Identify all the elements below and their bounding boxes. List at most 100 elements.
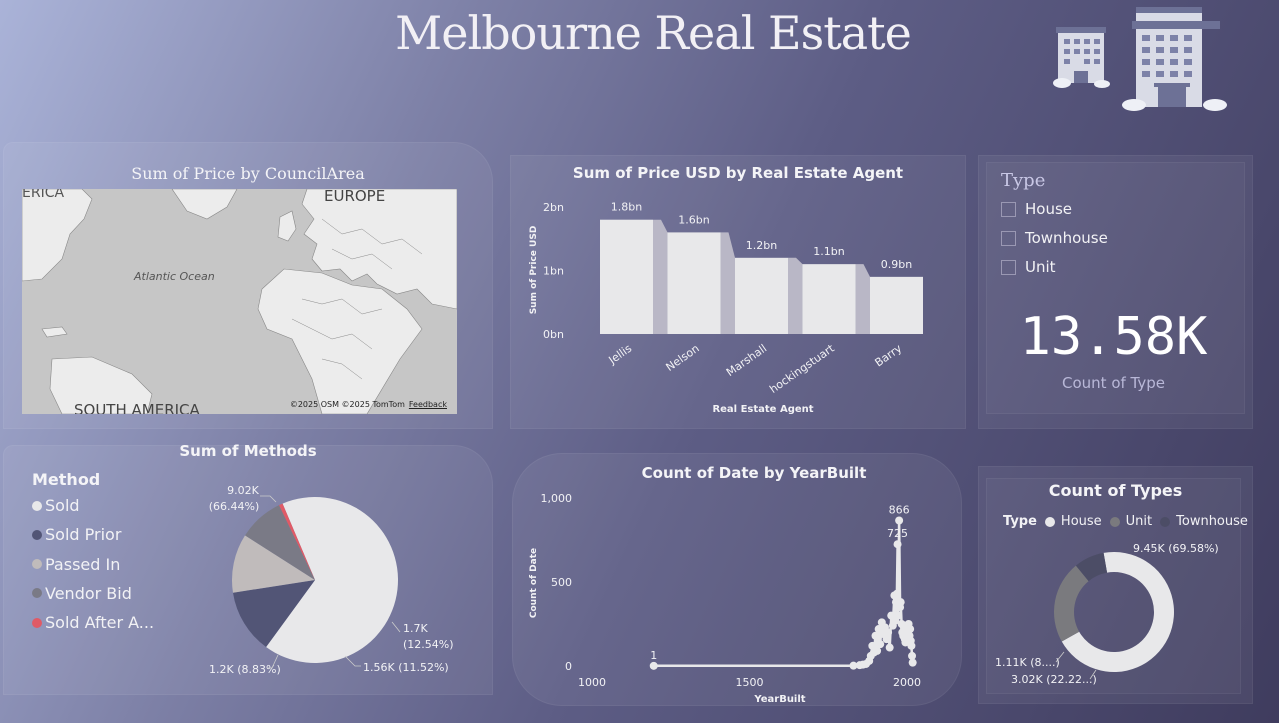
- large-building-icon: [1122, 7, 1227, 111]
- donut-slice: [1075, 552, 1108, 582]
- yearbuilt-title: Count of Date by YearBuilt: [641, 464, 867, 482]
- bar-connector: [653, 219, 668, 334]
- data-point: [892, 589, 901, 598]
- legend-dot-icon: [32, 617, 42, 628]
- legend-dot-icon: [1044, 516, 1055, 527]
- methods-legend-item[interactable]: Sold Prior: [32, 525, 121, 544]
- legend-dot-icon: [32, 588, 42, 599]
- pie-leader-line: [391, 621, 401, 633]
- x-tick-label: Barry: [872, 342, 904, 370]
- house-checkbox[interactable]: [1001, 201, 1016, 217]
- map-label-atlantic: Atlantic Ocean: [134, 270, 215, 283]
- pie-slice: [232, 535, 315, 593]
- line-data-label: 725: [887, 527, 908, 540]
- y-tick-label: 0: [565, 660, 572, 673]
- donut-data-label: 1.11K (8....): [995, 656, 1060, 669]
- map-feedback-link[interactable]: Feedback: [408, 400, 447, 409]
- map-attribution-text: ©2025 OSM ©2025 TomTom: [289, 400, 405, 409]
- methods-legend-item[interactable]: Sold After A...: [32, 613, 154, 632]
- legend-dot-icon: [1109, 516, 1120, 527]
- data-point: [896, 598, 905, 607]
- data-point: [906, 625, 915, 634]
- x-tick-label: 2000: [893, 676, 921, 689]
- data-point: [895, 516, 904, 525]
- x-tick-label: 1000: [578, 676, 606, 689]
- pie-slice: [232, 580, 315, 648]
- pie-data-label: 1.7K: [403, 622, 428, 635]
- bar-connector: [720, 232, 735, 334]
- methods-legend-item[interactable]: Sold: [32, 496, 80, 515]
- data-point: [907, 641, 916, 650]
- methods-legend-item[interactable]: Vendor Bid: [32, 584, 132, 603]
- types-donut-inner: [986, 478, 1241, 694]
- townhouse-checkbox[interactable]: [1001, 230, 1016, 246]
- buildings-icon: [1053, 7, 1227, 111]
- type-slicer-title: Type: [1001, 170, 1046, 191]
- donut-leader-line: [1089, 669, 1097, 680]
- legend-label: Sold Prior: [45, 525, 122, 545]
- type-option-label: House: [1025, 200, 1073, 218]
- x-tick-label: Marshall: [724, 342, 769, 379]
- type-option-label: Townhouse: [1025, 229, 1108, 247]
- data-point: [885, 643, 894, 652]
- map-title: Sum of Price by CouncilArea: [131, 164, 365, 183]
- kpi-label: Count of Type: [1062, 374, 1165, 392]
- type-option-house[interactable]: House: [1001, 200, 1072, 218]
- types-donut-legend: Type House Unit Townhouse: [1003, 514, 1248, 529]
- methods-legend-title: Method: [32, 470, 101, 489]
- legend-label: Sold After A...: [45, 613, 155, 633]
- y-tick-label: 500: [551, 576, 572, 589]
- legend-dot-icon: [1160, 516, 1171, 527]
- donut-slice: [1061, 552, 1174, 672]
- x-tick-label: Nelson: [664, 342, 702, 374]
- donut-legend-label[interactable]: Townhouse: [1176, 514, 1248, 529]
- y-tick-label: 0bn: [543, 328, 564, 341]
- small-building-icon: [1053, 27, 1110, 88]
- pie-data-label: 1.56K (11.52%): [363, 661, 449, 674]
- types-donut-title: Count of Types: [1048, 481, 1183, 500]
- data-point: [884, 628, 893, 637]
- data-point: [868, 641, 877, 650]
- map-view[interactable]: ERICA EUROPE Atlantic Ocean SOUTH AMERIC…: [22, 189, 457, 414]
- map-label-south-america: SOUTH AMERICA: [74, 401, 200, 414]
- pie-data-label: (66.44%): [209, 500, 260, 513]
- type-slicer-inner: [986, 162, 1245, 414]
- legend-dot-icon: [32, 559, 42, 570]
- bar: [667, 232, 721, 334]
- type-option-unit[interactable]: Unit: [1001, 258, 1056, 276]
- map-land: [22, 189, 457, 414]
- data-point: [874, 625, 883, 634]
- map-label-europe: EUROPE: [324, 189, 386, 205]
- bar-data-label: 1.2bn: [746, 239, 777, 252]
- type-option-townhouse[interactable]: Townhouse: [1001, 229, 1108, 247]
- types-donut-chart: 9.45K (69.58%) 1.11K (8....) 3.02K (22.22.…: [995, 542, 1219, 686]
- type-slicer-panel: [978, 155, 1253, 429]
- map-label-north-america: ERICA: [22, 189, 65, 201]
- legend-dot-icon: [32, 500, 42, 511]
- data-point: [908, 651, 917, 660]
- y-axis-label: Count of Date: [529, 548, 539, 618]
- pie-slice: [266, 497, 399, 663]
- pie-data-label: 9.02K: [227, 484, 259, 497]
- data-point: [871, 631, 880, 640]
- unit-checkbox[interactable]: [1001, 259, 1016, 275]
- bar-chart-title: Sum of Price USD by Real Estate Agent: [572, 164, 904, 182]
- y-tick-label: 1,000: [541, 492, 573, 505]
- x-axis-label: Real Estate Agent: [712, 404, 813, 415]
- type-option-label: Unit: [1025, 258, 1056, 276]
- pie-data-label: 1.2K (8.83%): [209, 663, 281, 676]
- data-point: [649, 661, 658, 670]
- donut-legend-label[interactable]: Unit: [1125, 514, 1153, 529]
- methods-legend-item[interactable]: Passed In: [32, 555, 120, 574]
- yearbuilt-panel: [512, 453, 962, 706]
- bar-data-label: 1.8bn: [611, 201, 642, 214]
- donut-legend-label[interactable]: House: [1060, 514, 1102, 529]
- data-point: [876, 640, 885, 649]
- legend-label: Passed In: [45, 554, 121, 574]
- bar-connector: [855, 264, 870, 334]
- data-point: [882, 635, 891, 644]
- line-data-label: 1: [650, 649, 657, 662]
- legend-label: Sold: [45, 496, 80, 515]
- x-tick-label: 1500: [736, 676, 764, 689]
- methods-pie-chart: 9.02K (66.44%) 1.7K (12.54%) 1.56K (11.52%) 1…: [209, 484, 454, 676]
